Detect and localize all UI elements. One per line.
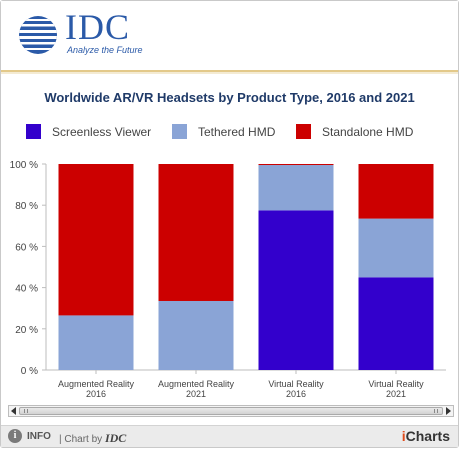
legend-label: Tethered HMD: [198, 125, 276, 139]
x-tick-label-line: 2016: [86, 389, 106, 399]
header: IDC Analyze the Future: [1, 1, 458, 71]
scroll-right-icon[interactable]: [446, 407, 451, 415]
chart-title: Worldwide AR/VR Headsets by Product Type…: [44, 90, 415, 105]
icharts-logo-i: i: [401, 428, 406, 444]
legend-label: Screenless Viewer: [52, 125, 152, 139]
logo-text: IDC: [65, 7, 130, 47]
y-tick-label: 0 %: [21, 366, 38, 377]
chart-by-brand: IDC: [104, 431, 127, 445]
x-tick-label: Augmented Reality 2016: [58, 379, 135, 399]
horizontal-scrollbar[interactable]: [8, 405, 454, 417]
legend-swatch: [296, 124, 311, 139]
icharts-logo-text: Charts: [405, 428, 450, 444]
header-divider: [1, 70, 458, 72]
grip-line: [437, 409, 438, 413]
legend-swatch: [26, 124, 41, 139]
bar-standalone-hmd[interactable]: [258, 164, 334, 166]
y-tick-label: 100 %: [10, 160, 38, 171]
bar-tethered-hmd[interactable]: [158, 300, 234, 370]
bar-standalone-hmd[interactable]: [158, 164, 234, 301]
icharts-logo[interactable]: iCharts: [402, 428, 450, 444]
bar-tethered-hmd[interactable]: [258, 165, 334, 211]
scroll-thumb[interactable]: [19, 407, 443, 415]
legend-label: Standalone HMD: [322, 125, 414, 139]
logo-tagline: Analyze the Future: [67, 45, 143, 55]
y-tick-label: 80 %: [15, 201, 38, 212]
grip-line: [434, 409, 435, 413]
x-tick-label-line: Augmented Reality: [58, 379, 135, 389]
y-tick-label: 40 %: [15, 284, 38, 295]
x-tick-label-line: Virtual Reality: [368, 379, 424, 389]
x-tick-label: Virtual Reality 2021: [368, 379, 424, 399]
x-tick-label-line: 2021: [186, 389, 206, 399]
y-tick-label: 60 %: [15, 242, 38, 253]
bar-screenless-viewer[interactable]: [258, 210, 334, 370]
x-tick-label-line: Virtual Reality: [268, 379, 324, 389]
bar-tethered-hmd[interactable]: [358, 218, 434, 278]
grip-line: [24, 409, 25, 413]
info-icon[interactable]: i: [8, 429, 22, 443]
x-tick-label: Augmented Reality 2021: [158, 379, 235, 399]
chart-by-text: | Chart by: [59, 434, 103, 445]
x-tick-label: Virtual Reality 2016: [268, 379, 324, 399]
header-divider-shadow: [1, 72, 458, 74]
grip-line: [27, 409, 28, 413]
footer: i INFO | Chart by IDC iCharts: [1, 425, 458, 447]
bar-tethered-hmd[interactable]: [58, 315, 134, 370]
bar-standalone-hmd[interactable]: [358, 164, 434, 219]
scroll-left-icon[interactable]: [11, 407, 16, 415]
x-tick-label-line: 2021: [386, 389, 406, 399]
bar-standalone-hmd[interactable]: [58, 164, 134, 316]
globe-icon: [19, 16, 57, 54]
info-link[interactable]: INFO: [27, 431, 51, 442]
chart-by-credit: | Chart by IDC: [59, 431, 126, 446]
x-tick-label-line: Augmented Reality: [158, 379, 235, 389]
x-tick-label-line: 2016: [286, 389, 306, 399]
legend-swatch: [172, 124, 187, 139]
y-tick-label: 20 %: [15, 325, 38, 336]
bar-screenless-viewer[interactable]: [358, 277, 434, 370]
